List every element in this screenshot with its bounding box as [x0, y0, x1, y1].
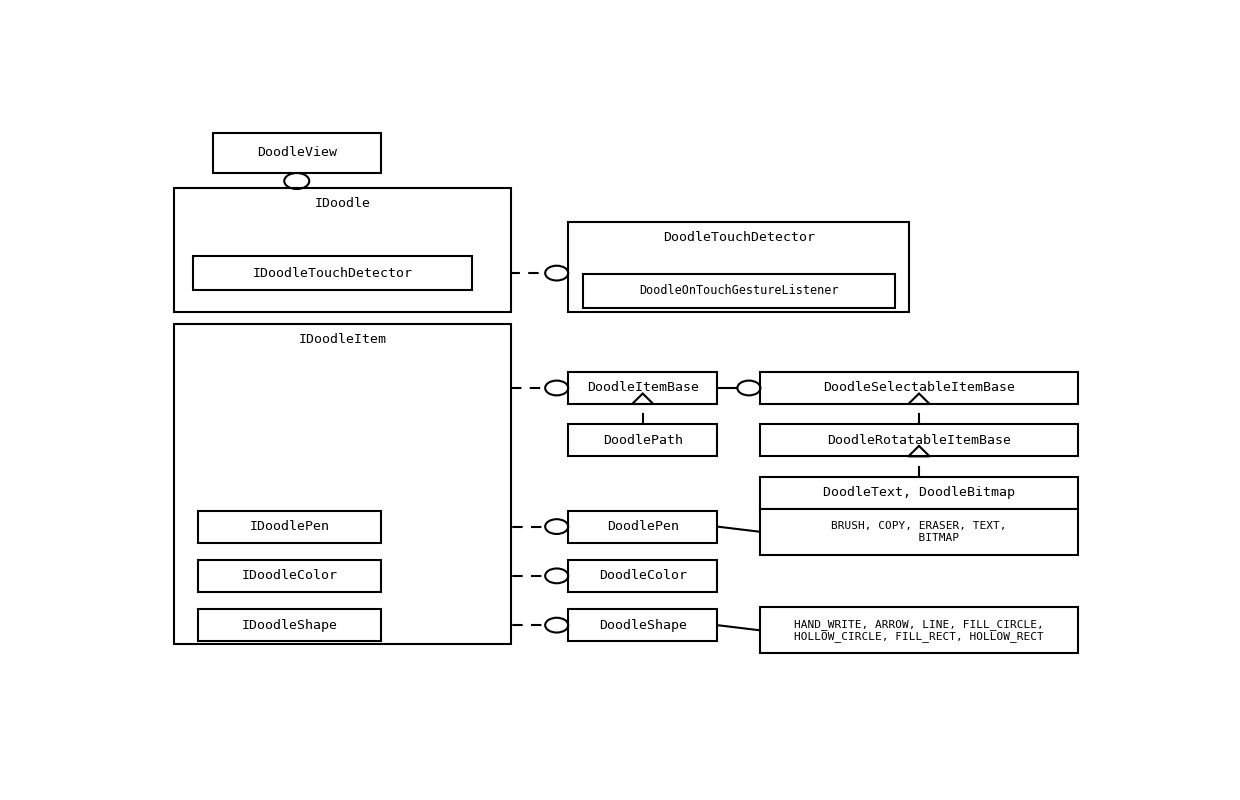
- Text: DoodlePen: DoodlePen: [606, 520, 678, 533]
- Text: DoodleSelectableItemBase: DoodleSelectableItemBase: [823, 382, 1016, 394]
- Bar: [174, 188, 511, 311]
- Bar: [174, 324, 511, 644]
- Bar: [193, 256, 472, 290]
- Text: DoodleTouchDetector: DoodleTouchDetector: [663, 231, 815, 244]
- Text: HAND_WRITE, ARROW, LINE, FILL_CIRCLE,
HOLLOW_CIRCLE, FILL_RECT, HOLLOW_RECT: HAND_WRITE, ARROW, LINE, FILL_CIRCLE, HO…: [794, 618, 1044, 642]
- Bar: [760, 477, 1078, 509]
- Bar: [198, 560, 381, 592]
- Text: DoodleShape: DoodleShape: [599, 618, 687, 632]
- Bar: [568, 609, 717, 641]
- Text: IDoodleShape: IDoodleShape: [242, 618, 337, 632]
- Bar: [568, 510, 717, 542]
- Text: DoodleText, DoodleBitmap: DoodleText, DoodleBitmap: [823, 486, 1016, 499]
- Text: DoodleItemBase: DoodleItemBase: [587, 382, 698, 394]
- Bar: [568, 372, 717, 404]
- Text: DoodlePath: DoodlePath: [603, 434, 683, 447]
- Text: IDoodlePen: IDoodlePen: [249, 520, 330, 533]
- Text: DoodleView: DoodleView: [257, 146, 337, 159]
- Text: IDoodle: IDoodle: [315, 198, 371, 210]
- Bar: [568, 560, 717, 592]
- Bar: [568, 222, 909, 311]
- Bar: [760, 424, 1078, 456]
- Text: IDoodleItem: IDoodleItem: [299, 333, 387, 346]
- Bar: [213, 133, 381, 173]
- Bar: [760, 509, 1078, 555]
- Bar: [760, 372, 1078, 404]
- Bar: [568, 424, 717, 456]
- Text: DoodleRotatableItemBase: DoodleRotatableItemBase: [827, 434, 1011, 447]
- Text: BRUSH, COPY, ERASER, TEXT,
      BITMAP: BRUSH, COPY, ERASER, TEXT, BITMAP: [831, 521, 1007, 542]
- Bar: [198, 510, 381, 542]
- Text: IDoodleColor: IDoodleColor: [242, 570, 337, 582]
- Text: DoodleColor: DoodleColor: [599, 570, 687, 582]
- Bar: [760, 607, 1078, 654]
- Bar: [198, 609, 381, 641]
- Text: DoodleOnTouchGestureListener: DoodleOnTouchGestureListener: [639, 285, 838, 298]
- Text: IDoodleTouchDetector: IDoodleTouchDetector: [253, 266, 413, 280]
- Bar: [583, 274, 895, 308]
